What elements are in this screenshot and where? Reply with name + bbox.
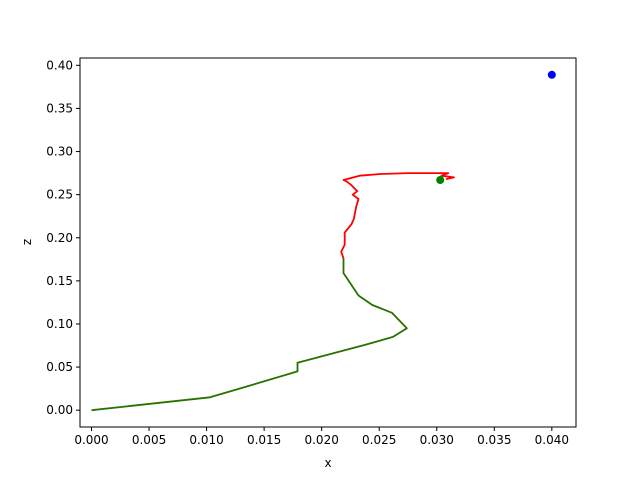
x-tick-label: 0.010 bbox=[189, 433, 223, 447]
x-tick-label: 0.015 bbox=[247, 433, 281, 447]
x-tick-label: 0.020 bbox=[304, 433, 338, 447]
y-tick-label: 0.10 bbox=[46, 317, 73, 331]
y-tick-label: 0.05 bbox=[46, 360, 73, 374]
plot-area bbox=[91, 70, 556, 412]
x-tick-label: 0.025 bbox=[362, 433, 396, 447]
data-point-3 bbox=[547, 70, 556, 79]
series-line-0 bbox=[340, 172, 455, 259]
x-axis-label: x bbox=[324, 456, 331, 470]
y-tick-label: 0.30 bbox=[46, 145, 73, 159]
x-tick-label: 0.000 bbox=[74, 433, 108, 447]
x-tick-label: 0.035 bbox=[477, 433, 511, 447]
x-tick-label: 0.040 bbox=[535, 433, 569, 447]
axis-ticks: 0.000 0.005 0.010 0.015 0.020 0.025 0.030 0.035… bbox=[46, 58, 569, 447]
axes-frame bbox=[79, 57, 577, 428]
x-tick-label: 0.030 bbox=[420, 433, 454, 447]
y-tick-label: 0.40 bbox=[46, 58, 73, 72]
series-line-1 bbox=[91, 258, 408, 412]
y-tick-label: 0.00 bbox=[46, 403, 73, 417]
y-tick-label: 0.15 bbox=[46, 274, 73, 288]
y-tick-label: 0.25 bbox=[46, 188, 73, 202]
data-point-2 bbox=[436, 175, 445, 184]
y-axis-label: z bbox=[20, 239, 34, 245]
y-tick-label: 0.20 bbox=[46, 231, 73, 245]
x-tick-label: 0.005 bbox=[132, 433, 166, 447]
y-tick-label: 0.35 bbox=[46, 101, 73, 115]
